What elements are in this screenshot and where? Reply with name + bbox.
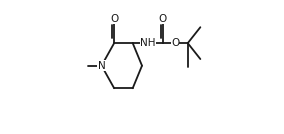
Text: NH: NH (140, 38, 156, 48)
Text: N: N (98, 61, 105, 71)
Text: O: O (171, 38, 179, 48)
Text: O: O (110, 14, 118, 24)
Text: O: O (158, 14, 167, 24)
